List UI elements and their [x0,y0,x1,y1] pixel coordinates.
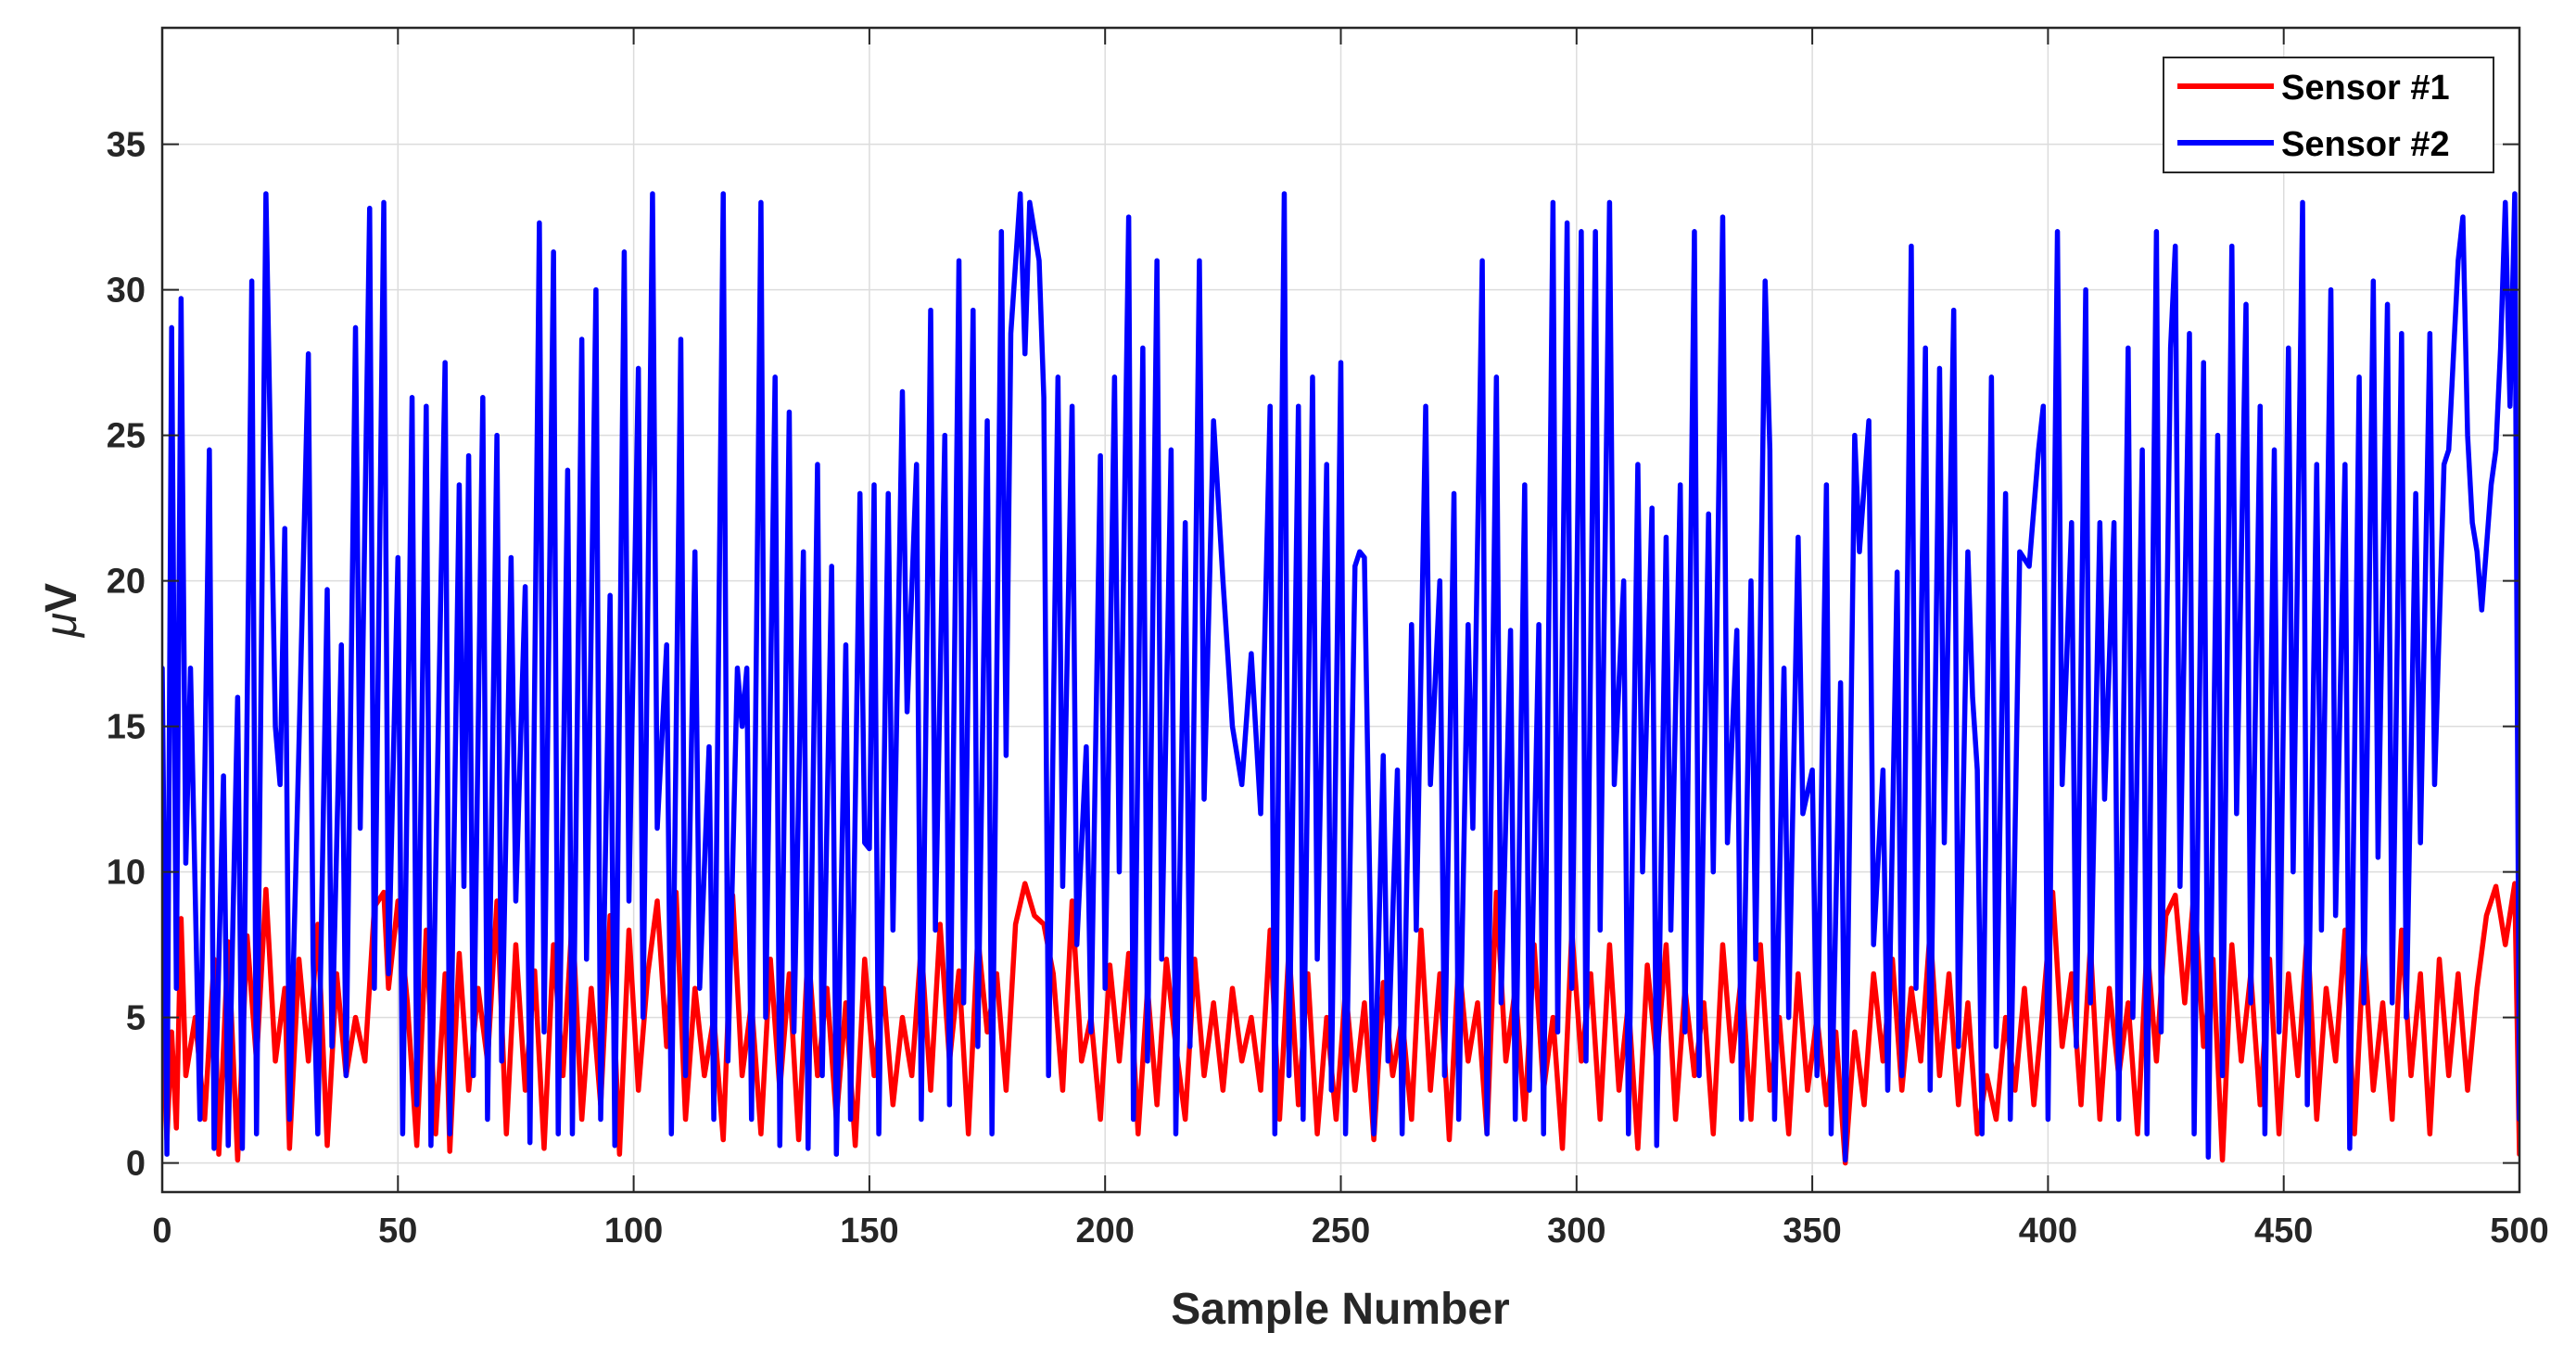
y-axis-tick-labels: 0 5 10 15 20 25 30 35 [107,126,146,1184]
x-tick-label: 350 [1783,1212,1841,1250]
x-tick-label: 50 [378,1212,417,1250]
series-line-sensor-1 [162,881,2519,1166]
x-tick-label: 100 [604,1212,663,1250]
y-tick-label: 20 [107,563,146,602]
legend: Sensor #1 Sensor #2 [2163,57,2494,173]
y-tick-label: 10 [107,854,146,893]
x-tick-label: 200 [1075,1212,1134,1250]
axis-ticks [161,28,2520,1192]
legend-label-sensor-1: Sensor #1 [2281,69,2450,108]
x-axis-tick-labels: 0 50 100 150 200 250 300 350 400 450 500 [152,1212,2548,1250]
y-axis-label: μV [37,583,86,639]
legend-label-sensor-2: Sensor #2 [2281,125,2450,164]
y-tick-label: 15 [107,708,146,747]
y-tick-label: 25 [107,417,146,456]
y-tick-label: 5 [126,999,146,1038]
y-axis-label-unit: V [37,583,86,613]
series-line-sensor-2 [162,191,2519,1163]
y-axis-label-prefix: μ [37,613,86,639]
x-tick-label: 250 [1312,1212,1370,1250]
x-tick-label: 0 [152,1212,171,1250]
y-tick-label: 35 [107,126,146,165]
y-tick-label: 30 [107,272,146,311]
x-tick-label: 450 [2254,1212,2313,1250]
x-tick-label: 300 [1547,1212,1605,1250]
y-tick-label: 0 [126,1145,146,1184]
data-series [162,191,2519,1166]
x-axis-label: Sample Number [1171,1285,1509,1334]
x-tick-label: 400 [2019,1212,2077,1250]
x-tick-label: 150 [840,1212,898,1250]
x-tick-label: 500 [2490,1212,2548,1250]
legend-box [2163,57,2494,173]
